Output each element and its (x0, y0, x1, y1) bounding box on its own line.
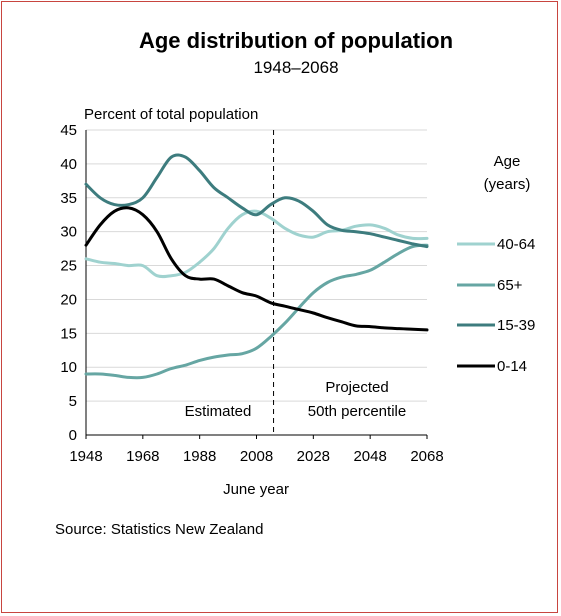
x-axis-label: June year (223, 481, 289, 498)
legend-label-40-64: 40-64 (497, 236, 535, 253)
y-tick-label-10: 10 (60, 359, 77, 376)
y-tick-label-20: 20 (60, 291, 77, 308)
series-layer (84, 153, 429, 380)
legend: 40-64 65+ 15-39 0-14 (457, 236, 535, 375)
legend-label-15-39: 15-39 (497, 317, 535, 334)
y-tick-label-40: 40 (60, 156, 77, 173)
estimated-label: Estimated (185, 403, 252, 420)
y-tick-label-45: 45 (60, 122, 77, 139)
x-tick-label-1948: 1948 (69, 448, 102, 465)
y-tick-label-15: 15 (60, 325, 77, 342)
chart-title: Age distribution of population (139, 28, 453, 53)
source-note: Source: Statistics New Zealand (55, 521, 263, 538)
percentile-label: 50th percentile (308, 403, 406, 420)
series-line-65+ (84, 243, 429, 380)
legend-title-line2: (years) (484, 176, 531, 193)
series-line-40-64 (84, 209, 429, 279)
y-tick-label-30: 30 (60, 224, 77, 241)
x-tick-label-1988: 1988 (183, 448, 216, 465)
series-line-0-14 (84, 206, 429, 332)
y-tick-label-25: 25 (60, 258, 77, 275)
x-tick-label-2028: 2028 (297, 448, 330, 465)
x-tick-label-2048: 2048 (353, 448, 386, 465)
projected-label: Projected (325, 379, 388, 396)
y-tick-label-5: 5 (69, 393, 77, 410)
series-line-15-39 (84, 153, 429, 249)
grid-layer (86, 129, 427, 402)
y-tick-label-35: 35 (60, 190, 77, 207)
legend-title-line1: Age (494, 153, 521, 170)
x-tick-label-2068: 2068 (410, 448, 443, 465)
legend-label-0-14: 0-14 (497, 358, 527, 375)
x-tick-label-2008: 2008 (240, 448, 273, 465)
x-tick-label-1968: 1968 (126, 448, 159, 465)
y-tick-label-0: 0 (69, 427, 77, 444)
chart-subtitle: 1948–2068 (253, 58, 338, 77)
y-axis-label: Percent of total population (84, 106, 258, 123)
legend-label-65+: 65+ (497, 277, 523, 294)
axis-layer: 0 5 10 15 20 25 30 35 40 45 1948 1968 1988 2008 2028 20… (60, 122, 443, 465)
